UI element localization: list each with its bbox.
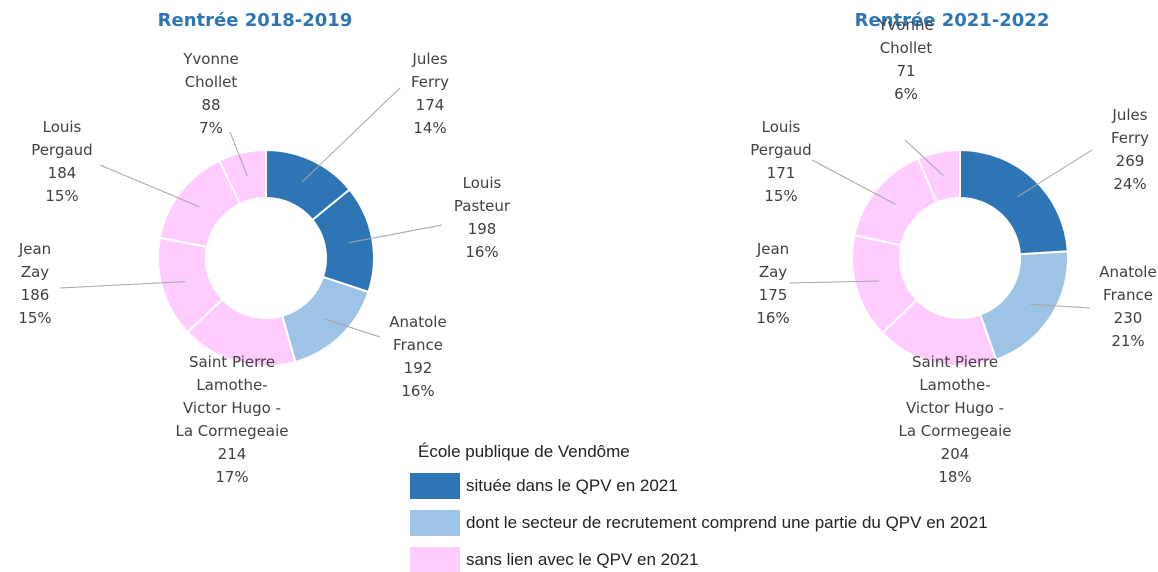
percent-label: 16% [465, 243, 499, 261]
category-label: Anatole France [389, 313, 447, 354]
percent-label: 16% [756, 309, 790, 327]
value-label: 184 [47, 164, 77, 182]
category-label: Jean Zay [18, 240, 52, 281]
category-label: Jules Ferry [1111, 106, 1149, 147]
data-label: Jean Zay 175 16% [703, 238, 843, 330]
percent-label: 18% [938, 468, 972, 486]
data-label: Saint Pierre Lamothe- Victor Hugo - La C… [885, 351, 1025, 489]
value-label: 174 [415, 96, 445, 114]
category-label: Louis Pasteur [453, 174, 511, 215]
data-label: Jean Zay 186 15% [0, 238, 105, 330]
value-label: 175 [758, 286, 788, 304]
value-label: 269 [1115, 152, 1145, 170]
legend-label: dont le secteur de recrutement comprend … [466, 513, 988, 532]
category-label: Yvonne Chollet [878, 16, 934, 57]
data-label: Anatole France 230 21% [1058, 261, 1158, 353]
legend-swatch [410, 510, 460, 536]
leader-line [348, 224, 443, 244]
legend-swatch [410, 473, 460, 499]
data-label: Saint Pierre Lamothe- Victor Hugo - La C… [162, 351, 302, 489]
data-label: Jules Ferry 269 24% [1060, 104, 1158, 196]
percent-label: 21% [1111, 332, 1145, 350]
value-label: 192 [403, 359, 433, 377]
value-label: 88 [201, 96, 221, 114]
category-label: Jean Zay [756, 240, 790, 281]
percent-label: 24% [1113, 175, 1147, 193]
value-label: 171 [766, 164, 796, 182]
leader-line [789, 280, 880, 284]
percent-label: 15% [764, 187, 798, 205]
leader-line [1030, 303, 1091, 309]
donut-slice [978, 250, 1069, 362]
leader-line [811, 159, 896, 205]
category-label: Yvonne Chollet [183, 50, 239, 91]
legend-label: située dans le QPV en 2021 [466, 476, 678, 495]
leader-line [323, 318, 381, 338]
leader-line [99, 164, 200, 208]
leader-line [1017, 149, 1093, 198]
percent-label: 14% [413, 119, 447, 137]
data-label: Jules Ferry 174 14% [360, 48, 500, 140]
legend-swatch [410, 547, 460, 572]
data-label: Louis Pasteur 198 16% [412, 172, 552, 264]
leader-line [229, 131, 248, 177]
leader-line [59, 281, 186, 289]
data-label: Yvonne Chollet 88 7% [141, 48, 281, 140]
category-label: Louis Pergaud [750, 118, 812, 159]
percent-label: 17% [215, 468, 249, 486]
percent-label: 6% [894, 85, 918, 103]
percent-label: 16% [401, 382, 435, 400]
category-label: Louis Pergaud [31, 118, 93, 159]
data-label: Louis Pergaud 184 15% [0, 116, 132, 208]
donut-slice [959, 148, 1069, 256]
data-label: Yvonne Chollet 71 6% [836, 14, 976, 106]
value-label: 230 [1113, 309, 1143, 327]
value-label: 71 [896, 62, 916, 80]
data-label: Anatole France 192 16% [348, 311, 488, 403]
donut-slice [217, 148, 267, 206]
legend-title: École publique de Vendôme [418, 442, 630, 461]
leader-line [301, 87, 401, 183]
percent-label: 15% [18, 309, 52, 327]
percent-label: 15% [45, 187, 79, 205]
value-label: 198 [467, 220, 497, 238]
percent-label: 7% [199, 119, 223, 137]
leader-line [904, 139, 944, 177]
value-label: 204 [940, 445, 970, 463]
value-label: 214 [217, 445, 247, 463]
chart-title: Rentrée 2018-2019 [157, 10, 353, 31]
donut-slice [916, 148, 961, 205]
legend-label: sans lien avec le QPV en 2021 [466, 550, 699, 569]
chart-title: Rentrée 2021-2022 [854, 10, 1050, 31]
category-label: Saint Pierre Lamothe- Victor Hugo - La C… [175, 353, 289, 440]
category-label: Jules Ferry [411, 50, 449, 91]
category-label: Anatole France [1099, 263, 1157, 304]
data-label: Louis Pergaud 171 15% [711, 116, 851, 208]
value-label: 186 [20, 286, 50, 304]
category-label: Saint Pierre Lamothe- Victor Hugo - La C… [898, 353, 1012, 440]
